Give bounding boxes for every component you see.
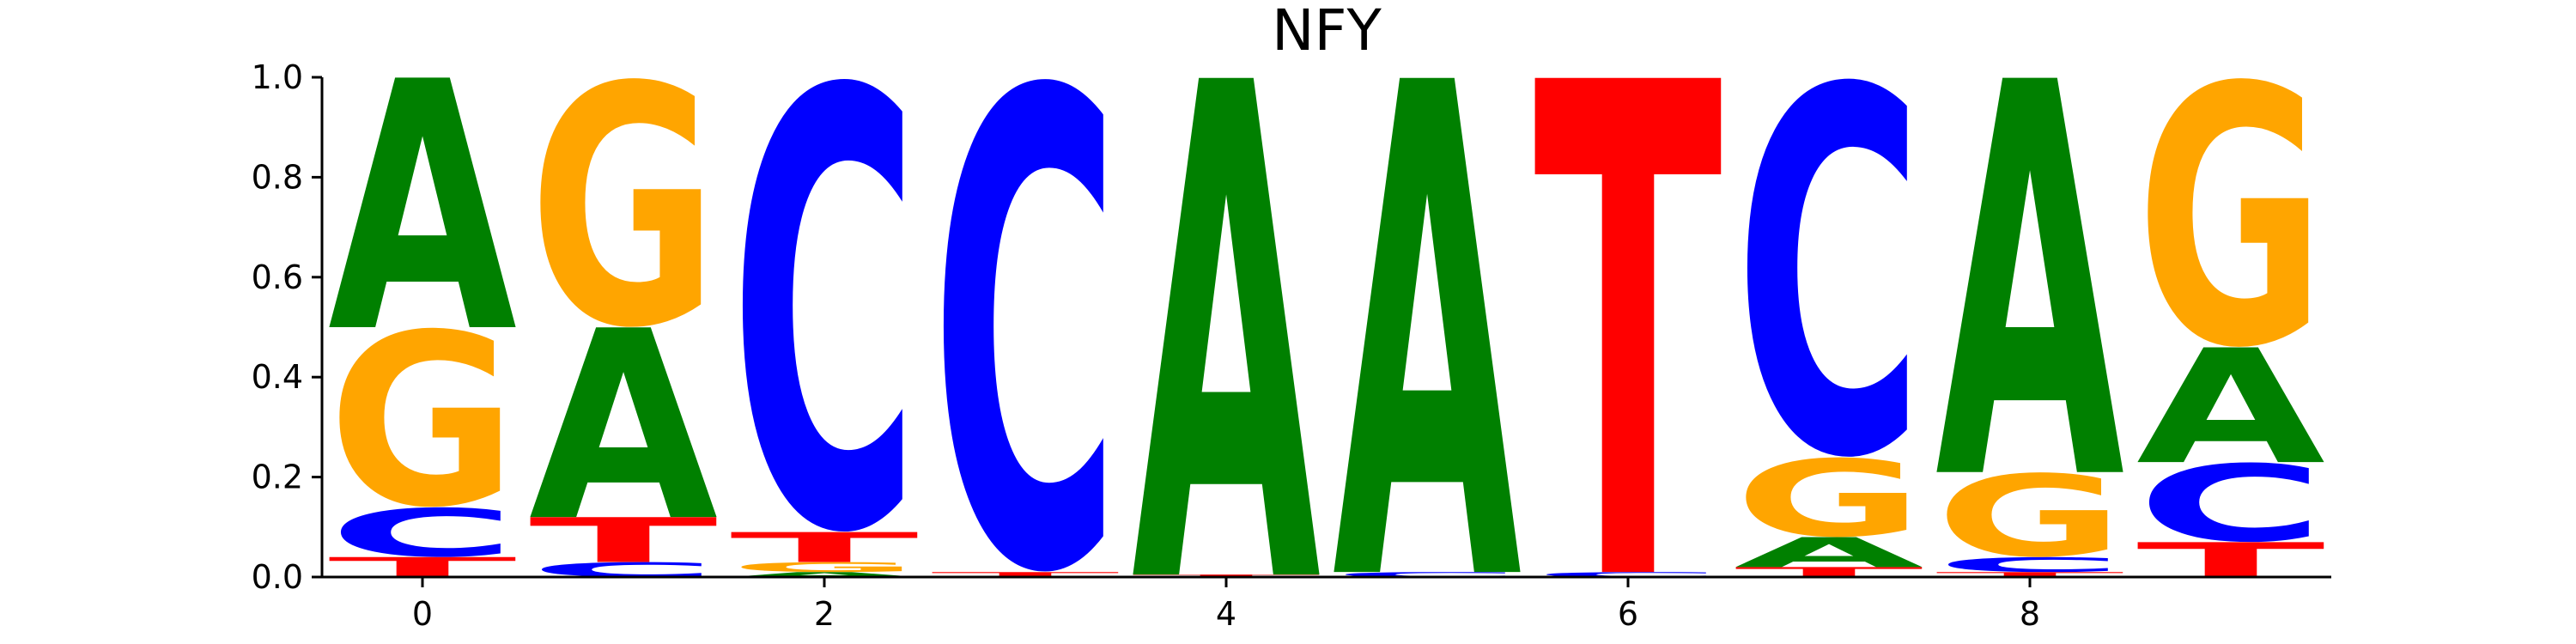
logo-letter-g: G <box>1735 439 1923 561</box>
x-tick-label: 4 <box>1216 595 1236 633</box>
logo-letter-c: C <box>1735 0 1923 568</box>
logo-letter-a: A <box>730 571 919 579</box>
y-tick-label: 0.6 <box>252 258 303 296</box>
logo-letter-a: A <box>328 9 519 408</box>
logo-letter-a: A <box>1935 0 2126 600</box>
logo-letter-g: G <box>730 560 919 575</box>
logo-letter-a: A <box>1333 0 1523 644</box>
logo-letter-t: T <box>1534 0 1724 644</box>
logo-letter-t: T <box>730 524 919 572</box>
x-axis-ticks: 0 2 4 6 8 <box>412 577 2040 633</box>
x-tick-label: 0 <box>412 595 433 633</box>
logo-letter-a: A <box>2136 317 2325 500</box>
y-tick-label: 0.0 <box>252 558 303 596</box>
logo-letter-t: T <box>931 571 1120 579</box>
logo-letter-g: G <box>2136 14 2325 427</box>
y-tick-label: 0.2 <box>252 459 303 496</box>
logo-letter-t: T <box>2136 532 2325 588</box>
y-tick-label: 0.4 <box>252 358 303 396</box>
logo-letter-t: T <box>328 551 517 583</box>
logo-letter-c: C <box>1935 554 2124 577</box>
logo-letter-g: G <box>328 285 517 560</box>
logo-letter-c: C <box>328 495 517 572</box>
y-axis-ticks: 0.0 0.2 0.4 0.6 0.8 1.0 <box>252 58 322 596</box>
logo-letter-t: T <box>1735 564 1923 580</box>
logo-letter-g: G <box>1935 452 2124 582</box>
x-tick-label: 8 <box>2020 595 2040 633</box>
logo-letter-c: C <box>1333 571 1522 579</box>
logo-letter-c: C <box>730 0 919 644</box>
chart-title: NFY <box>1272 0 1382 64</box>
logo-letter-t: T <box>1935 571 2124 579</box>
x-tick-label: 6 <box>1618 595 1638 633</box>
letter-stacks: TCGACTAGAGTCTCTACACTTAGCTCGATCAG <box>328 0 2325 644</box>
logo-letter-a: A <box>529 276 720 580</box>
x-tick-label: 2 <box>814 595 835 633</box>
logo-letter-t: T <box>529 505 718 577</box>
logo-letter-c: C <box>2136 442 2325 565</box>
logo-letter-c: C <box>529 558 718 581</box>
logo-letter-c: C <box>1534 571 1722 579</box>
logo-letter-t: T <box>1132 574 1321 578</box>
y-tick-label: 0.8 <box>252 158 303 196</box>
logo-letter-g: G <box>529 17 718 400</box>
logo-letter-c: C <box>931 0 1120 644</box>
y-tick-label: 1.0 <box>252 58 303 96</box>
logo-letter-a: A <box>1735 529 1923 577</box>
logo-letter-a: A <box>1132 0 1322 644</box>
